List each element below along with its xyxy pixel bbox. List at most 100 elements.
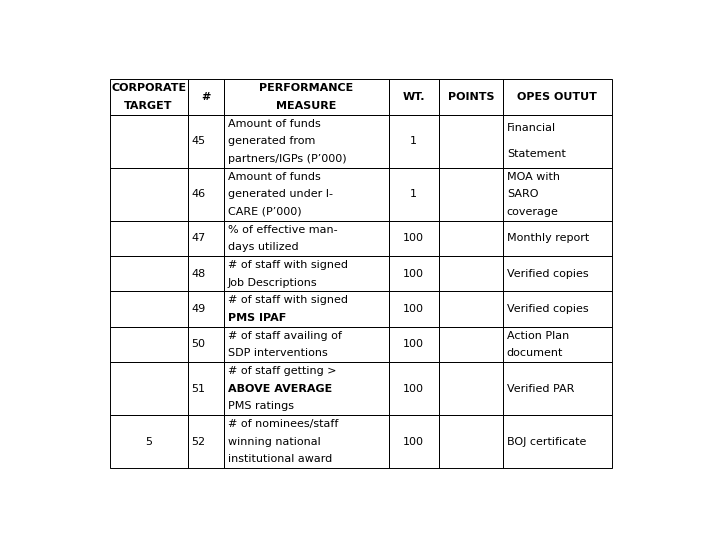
Bar <box>224 362 389 415</box>
Bar <box>188 114 224 168</box>
Text: 100: 100 <box>403 269 424 279</box>
Bar <box>188 362 224 415</box>
Text: Verified copies: Verified copies <box>507 304 588 314</box>
Bar <box>438 221 503 256</box>
Text: POINTS: POINTS <box>448 92 494 102</box>
Text: days utilized: days utilized <box>228 242 299 252</box>
Bar <box>503 415 612 468</box>
Text: 100: 100 <box>403 233 424 244</box>
Bar <box>503 327 612 362</box>
Text: Verified PAR: Verified PAR <box>507 383 575 394</box>
Text: document: document <box>507 348 563 358</box>
Bar <box>389 79 438 114</box>
Text: PERFORMANCE: PERFORMANCE <box>259 83 354 93</box>
Text: 45: 45 <box>192 136 206 146</box>
Text: 1: 1 <box>410 136 417 146</box>
Text: WT.: WT. <box>402 92 425 102</box>
Bar <box>188 292 224 327</box>
Bar <box>109 168 188 221</box>
Bar <box>224 221 389 256</box>
Text: Amount of funds: Amount of funds <box>228 172 320 181</box>
Bar <box>188 415 224 468</box>
Text: PMS ratings: PMS ratings <box>228 401 294 411</box>
Text: # of staff with signed: # of staff with signed <box>228 295 348 305</box>
Text: Amount of funds: Amount of funds <box>228 119 320 129</box>
Bar <box>503 114 612 168</box>
Text: SDP interventions: SDP interventions <box>228 348 328 358</box>
Bar <box>438 327 503 362</box>
Bar <box>503 221 612 256</box>
Bar <box>389 292 438 327</box>
Bar <box>503 79 612 114</box>
Text: generated under I-: generated under I- <box>228 189 333 199</box>
Text: 1: 1 <box>410 189 417 199</box>
Text: 100: 100 <box>403 383 424 394</box>
Bar <box>224 415 389 468</box>
Bar <box>224 327 389 362</box>
Text: ABOVE AVERAGE: ABOVE AVERAGE <box>228 383 332 394</box>
Text: Job Descriptions: Job Descriptions <box>228 278 318 288</box>
Text: 49: 49 <box>192 304 206 314</box>
Bar <box>109 292 188 327</box>
Bar <box>438 114 503 168</box>
Bar <box>188 221 224 256</box>
Text: partners/IGPs (P’000): partners/IGPs (P’000) <box>228 154 346 164</box>
Text: 48: 48 <box>192 269 206 279</box>
Bar <box>109 221 188 256</box>
Text: institutional award: institutional award <box>228 454 332 464</box>
Bar <box>109 256 188 292</box>
Bar <box>109 114 188 168</box>
Text: # of nominees/staff: # of nominees/staff <box>228 419 338 429</box>
Bar <box>389 168 438 221</box>
Text: MOA with: MOA with <box>507 172 560 181</box>
Bar <box>224 256 389 292</box>
Bar <box>109 327 188 362</box>
Bar <box>224 292 389 327</box>
Text: coverage: coverage <box>507 207 559 217</box>
Text: OPES OUTUT: OPES OUTUT <box>518 92 598 102</box>
Text: # of staff getting >: # of staff getting > <box>228 366 336 376</box>
Text: 100: 100 <box>403 437 424 447</box>
Text: Financial: Financial <box>507 123 556 133</box>
Bar <box>389 114 438 168</box>
Bar <box>503 362 612 415</box>
Bar <box>438 362 503 415</box>
Text: % of effective man-: % of effective man- <box>228 225 338 234</box>
Text: generated from: generated from <box>228 136 315 146</box>
Text: 46: 46 <box>192 189 206 199</box>
Bar <box>188 327 224 362</box>
Bar <box>438 292 503 327</box>
Text: 51: 51 <box>192 383 205 394</box>
Bar <box>503 292 612 327</box>
Bar <box>224 114 389 168</box>
Bar <box>224 79 389 114</box>
Text: 47: 47 <box>192 233 206 244</box>
Bar <box>389 415 438 468</box>
Bar <box>109 79 188 114</box>
Bar <box>109 415 188 468</box>
Text: 100: 100 <box>403 304 424 314</box>
Bar <box>389 221 438 256</box>
Text: TARGET: TARGET <box>125 101 173 111</box>
Text: 50: 50 <box>192 340 205 349</box>
Text: CORPORATE: CORPORATE <box>111 83 186 93</box>
Bar <box>438 415 503 468</box>
Text: Statement: Statement <box>507 150 566 159</box>
Text: 100: 100 <box>403 340 424 349</box>
Text: 5: 5 <box>145 437 152 447</box>
Bar <box>389 256 438 292</box>
Bar <box>188 256 224 292</box>
Text: SARO: SARO <box>507 189 539 199</box>
Text: winning national: winning national <box>228 437 320 447</box>
Bar <box>503 256 612 292</box>
Bar <box>389 327 438 362</box>
Text: Monthly report: Monthly report <box>507 233 589 244</box>
Text: Action Plan: Action Plan <box>507 330 569 341</box>
Text: #: # <box>201 92 210 102</box>
Bar <box>438 79 503 114</box>
Text: BOJ certificate: BOJ certificate <box>507 437 586 447</box>
Bar <box>224 168 389 221</box>
Text: MEASURE: MEASURE <box>276 101 336 111</box>
Bar <box>438 256 503 292</box>
Bar <box>438 168 503 221</box>
